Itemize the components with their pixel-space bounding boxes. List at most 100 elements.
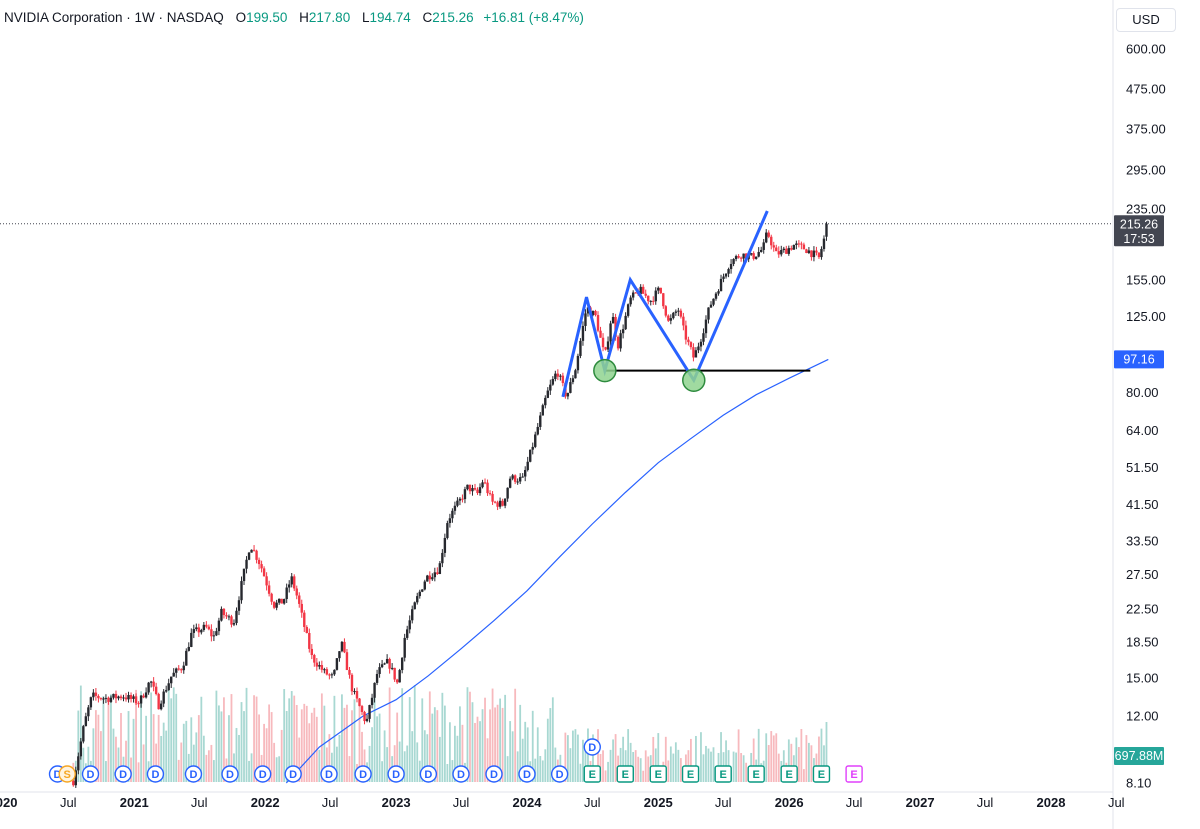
candle-body — [599, 330, 602, 338]
candle-body — [129, 694, 133, 699]
volume-bar — [130, 757, 132, 782]
candle-body — [493, 501, 497, 503]
candle-body — [328, 674, 331, 676]
volume-bar — [609, 749, 612, 782]
volume-bar — [160, 735, 163, 782]
candle-body — [815, 250, 818, 253]
volume-bar — [577, 734, 579, 782]
candle-body — [418, 591, 421, 597]
candle-body — [518, 477, 522, 482]
candle-body — [298, 595, 301, 604]
y-tick-label: 12.00 — [1126, 708, 1159, 723]
volume-bar — [423, 730, 426, 782]
volume-bar — [110, 694, 112, 782]
candle-body — [516, 481, 519, 483]
candle-body — [458, 498, 462, 501]
volume-bar — [546, 718, 549, 782]
candle-body — [594, 310, 597, 316]
volume-bar — [574, 729, 577, 782]
candle-body — [127, 694, 130, 700]
candle-body — [807, 250, 811, 254]
candle-body — [247, 552, 251, 560]
volume-bar — [125, 740, 127, 782]
volume-bar — [368, 745, 371, 782]
volume-bar — [549, 708, 552, 782]
candle-body — [215, 631, 218, 636]
volume-bar — [695, 735, 697, 782]
volume-bar — [720, 732, 722, 782]
volume-bar — [250, 753, 253, 782]
candle-body — [303, 612, 306, 627]
candle-body — [448, 518, 452, 524]
y-tick-label: 600.00 — [1126, 42, 1166, 57]
volume-bar — [499, 698, 502, 782]
candle-body — [669, 318, 673, 321]
volume-bar — [228, 715, 230, 782]
volume-bar — [619, 747, 622, 782]
candle-body — [82, 726, 85, 742]
candle-body — [785, 248, 788, 254]
candle-body — [506, 487, 509, 499]
candle-body — [604, 347, 607, 350]
volume-bar — [328, 734, 331, 782]
candle-body — [760, 249, 763, 252]
y-tick-label: 375.00 — [1126, 122, 1166, 137]
volume-bar — [775, 733, 778, 782]
volume-bar — [207, 750, 210, 782]
candle-body — [320, 665, 324, 670]
last-price-tag-text: 17:53 — [1123, 232, 1154, 246]
event-code: E — [753, 769, 760, 781]
candle-body — [373, 682, 376, 698]
x-tick-label: Jul — [322, 795, 339, 810]
candle-body — [172, 672, 175, 677]
volume-tag: 697.88M — [1114, 747, 1164, 765]
volume-bar — [192, 744, 195, 782]
candle-body — [780, 250, 783, 255]
dividend-event-icon — [81, 765, 100, 783]
volume-bar — [516, 751, 519, 782]
candle-body — [642, 286, 645, 294]
last-price-tag-bg — [1114, 215, 1164, 247]
volume-bar — [519, 704, 522, 782]
volume-bar — [303, 703, 306, 782]
candle-body — [800, 243, 803, 245]
volume-bar — [672, 753, 675, 782]
volume-bar — [536, 727, 539, 782]
volume-bar — [240, 702, 243, 782]
earnings-event-icon — [780, 765, 798, 783]
event-code: E — [818, 769, 825, 781]
volume-bar — [476, 716, 479, 782]
volume-bar — [479, 721, 481, 782]
volume-bar — [539, 755, 542, 782]
currency-button[interactable]: USD — [1116, 8, 1176, 32]
volume-bar — [647, 756, 650, 782]
volume-bar — [230, 694, 233, 782]
volume-bar — [386, 747, 389, 782]
volume-bar — [175, 693, 178, 782]
candle-body — [805, 249, 808, 254]
volume-bar — [378, 713, 381, 782]
candle-body — [378, 667, 381, 674]
volume-bar — [521, 738, 524, 782]
volume-bar — [142, 744, 145, 782]
last-price-tag-text: 215.26 — [1120, 217, 1158, 231]
volume-bar — [421, 698, 424, 782]
candle-body — [159, 703, 163, 710]
candle-body — [124, 697, 128, 700]
volume-bar — [268, 704, 271, 782]
candle-body — [441, 552, 444, 564]
candle-body — [114, 693, 118, 699]
volume-bar — [120, 712, 122, 782]
candle-body — [689, 342, 693, 348]
candle-body — [687, 339, 690, 343]
candle-body — [272, 601, 276, 608]
candle-body — [87, 707, 90, 717]
candle-body — [626, 304, 630, 316]
event-code: E — [786, 769, 793, 781]
candle-body — [483, 482, 487, 484]
candle-body — [280, 598, 283, 604]
dividend-event-icon — [485, 765, 503, 783]
volume-bar — [810, 745, 813, 782]
candle-body — [185, 650, 188, 666]
